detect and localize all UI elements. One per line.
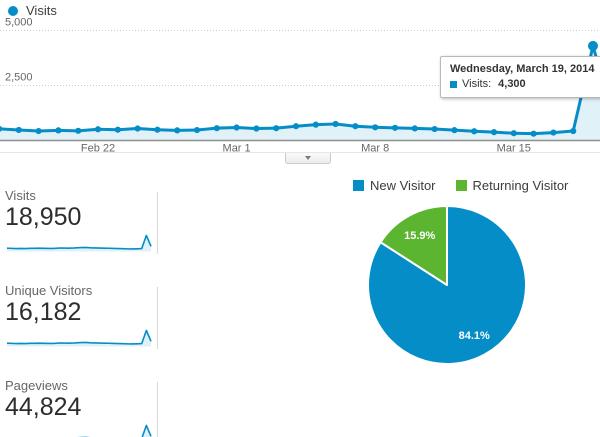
chart-panel-divider [0,152,600,153]
svg-text:Mar 1: Mar 1 [223,143,251,155]
svg-text:2,500: 2,500 [5,72,33,84]
metric-label: Unique Visitors [5,283,93,298]
collapse-graph-button[interactable] [285,153,331,164]
svg-text:Mar 15: Mar 15 [497,143,531,155]
card-divider [157,192,158,254]
svg-text:Feb 22: Feb 22 [81,143,115,155]
chevron-down-icon [305,156,311,160]
timeseries-legend: Visits [8,3,57,18]
metric-value: 44,824 [5,393,82,421]
pie-legend-label: Returning Visitor [472,178,569,193]
visits-line-chart[interactable]: 2,500 5,000 Feb 22 Mar 1 Mar 8 Mar 15 [0,0,600,162]
metric-value: 16,182 [5,298,82,326]
pie-legend-new-visitor: New Visitor [353,178,436,193]
new-visitor-swatch-icon [353,180,364,191]
pie-legend: New Visitor Returning Visitor [353,178,568,193]
metric-value: 18,950 [5,203,82,231]
card-divider [157,287,158,349]
tooltip-series-swatch-icon [450,80,457,88]
returning-visitor-swatch-icon [455,180,467,191]
svg-text:Mar 8: Mar 8 [361,143,389,155]
card-divider [157,382,158,437]
svg-text:84.1%: 84.1% [459,330,490,342]
metric-card-unique-visitors: Unique Visitors 16,182 [0,283,160,378]
sparkline-pageviews [76,424,152,437]
pie-legend-returning-visitor: Returning Visitor [455,178,569,193]
visitor-type-pie-chart[interactable]: 84.1% 15.9% [340,200,555,370]
metric-card-pageviews: Pageviews 44,824 [0,378,160,437]
timeseries-legend-label: Visits [26,3,57,18]
chart-tooltip: Wednesday, March 19, 2014 Visits: 4,300 [440,56,600,98]
tooltip-metric-value: 4,300 [498,78,526,90]
metrics-column: Visits 18,950 Unique Visitors 16,182 Pag… [0,188,160,437]
svg-text:5,000: 5,000 [5,17,33,29]
metric-label: Visits [5,188,36,203]
sparkline-unique-visitors [6,329,152,347]
svg-text:15.9%: 15.9% [404,230,435,242]
sparkline-visits [6,234,152,252]
visits-series-dot-icon [8,5,18,16]
pie-legend-label: New Visitor [370,178,436,193]
metric-card-visits: Visits 18,950 [0,188,160,283]
metric-label: Pageviews [5,378,68,393]
tooltip-metric-label: Visits: [462,78,492,90]
tooltip-date: Wednesday, March 19, 2014 [450,63,595,75]
